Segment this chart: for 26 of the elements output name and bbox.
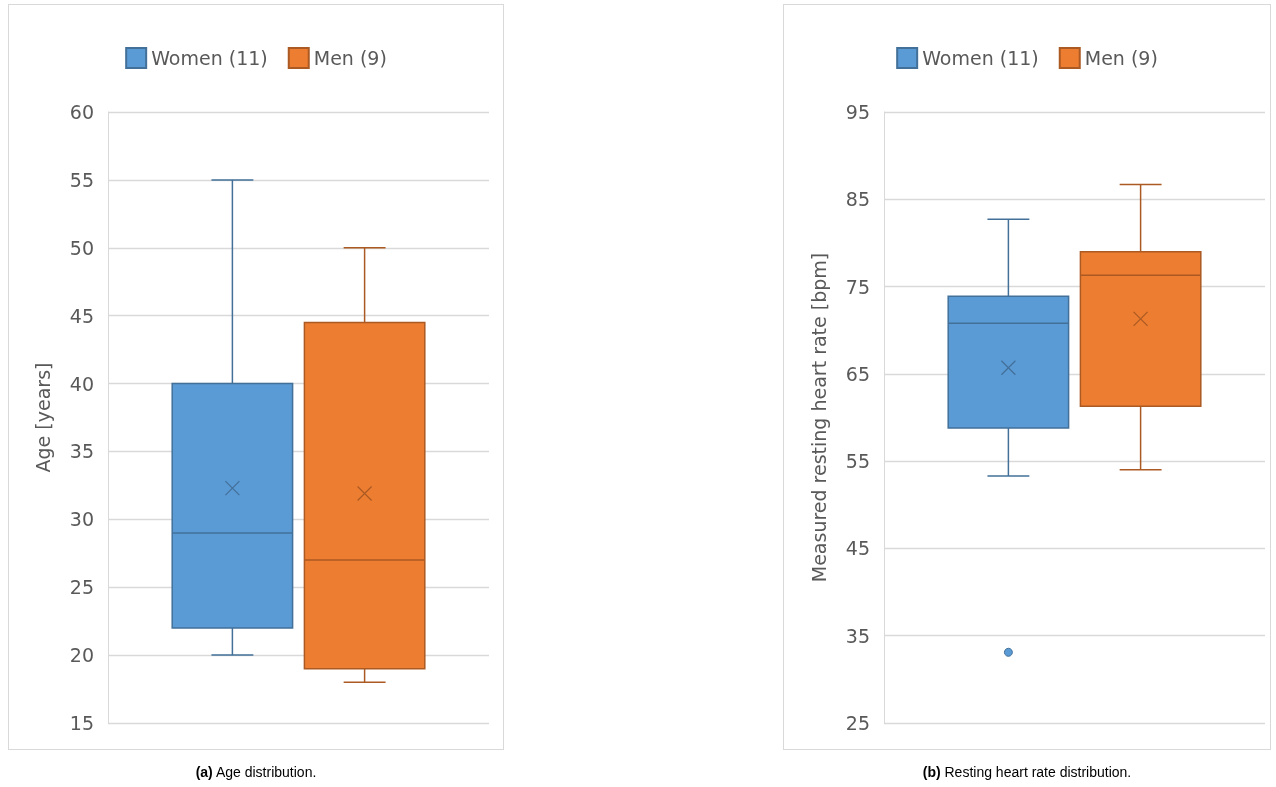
y-tick-label: 55 <box>69 168 94 191</box>
legend-label: Women (11) <box>922 47 1039 69</box>
y-tick-label: 20 <box>69 644 94 667</box>
y-tick-label: 25 <box>845 712 870 734</box>
y-tick-label: 55 <box>845 450 870 473</box>
y-tick-label: 35 <box>845 624 870 647</box>
y-tick-label: 40 <box>69 372 94 395</box>
y-tick-label: 25 <box>69 576 94 599</box>
text: (b) Resting heart rate distribution. <box>921 764 1133 780</box>
y-tick-label: 95 <box>845 101 870 123</box>
y-tick-label: 85 <box>845 188 870 211</box>
y-tick-label: 45 <box>69 304 94 327</box>
y-tick-label: 15 <box>69 712 94 734</box>
legend-label: Men (9) <box>1084 47 1158 69</box>
y-tick-label: 65 <box>845 362 870 385</box>
y-tick-label: 45 <box>845 537 870 560</box>
y-tick-label: 50 <box>69 236 94 259</box>
y-axis-title: Measured resting heart rate [bpm] <box>807 252 830 583</box>
y-axis-title: Age [years] <box>31 362 54 473</box>
y-tick-label: 30 <box>69 508 94 531</box>
y-tick-label: 35 <box>69 440 94 463</box>
text: (a) Age distribution. <box>194 764 318 780</box>
legend-label: Women (11) <box>151 47 268 69</box>
y-tick-label: 75 <box>845 275 870 298</box>
legend-label: Men (9) <box>313 47 387 69</box>
y-tick-label: 60 <box>69 101 94 123</box>
